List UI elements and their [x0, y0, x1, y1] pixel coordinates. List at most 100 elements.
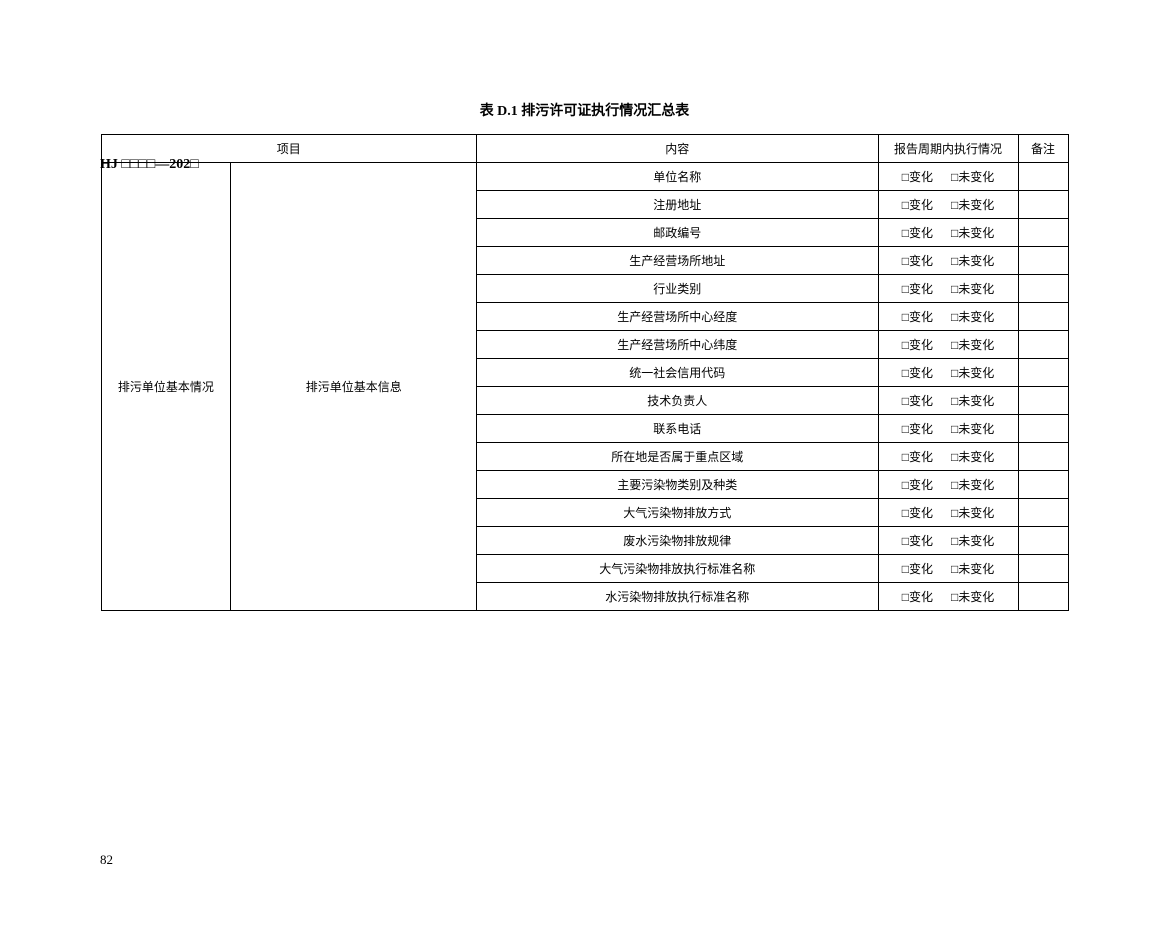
col-header-content: 内容 [477, 135, 879, 163]
status-changed-box[interactable]: □变化 [902, 198, 933, 212]
status-changed-box[interactable]: □变化 [902, 366, 933, 380]
status-options: □变化 □未变化 [902, 422, 995, 436]
col-header-status: 报告周期内执行情况 [878, 135, 1018, 163]
note-cell [1018, 387, 1068, 415]
note-cell [1018, 415, 1068, 443]
status-unchanged-box[interactable]: □未变化 [951, 450, 994, 464]
status-options: □变化 □未变化 [902, 366, 995, 380]
status-cell: □变化 □未变化 [878, 415, 1018, 443]
status-options: □变化 □未变化 [902, 534, 995, 548]
status-unchanged-box[interactable]: □未变化 [951, 590, 994, 604]
status-options: □变化 □未变化 [902, 198, 995, 212]
content-cell: 水污染物排放执行标准名称 [477, 583, 879, 611]
page-number: 82 [100, 852, 113, 868]
note-cell [1018, 219, 1068, 247]
status-options: □变化 □未变化 [902, 170, 995, 184]
status-cell: □变化 □未变化 [878, 191, 1018, 219]
note-cell [1018, 275, 1068, 303]
content-cell: 联系电话 [477, 415, 879, 443]
status-unchanged-box[interactable]: □未变化 [951, 562, 994, 576]
status-cell: □变化 □未变化 [878, 499, 1018, 527]
note-cell [1018, 471, 1068, 499]
note-cell [1018, 499, 1068, 527]
summary-table: 项目 内容 报告周期内执行情况 备注 排污单位基本情况排污单位基本信息单位名称 □… [101, 134, 1069, 611]
status-unchanged-box[interactable]: □未变化 [951, 478, 994, 492]
status-unchanged-box[interactable]: □未变化 [951, 282, 994, 296]
status-options: □变化 □未变化 [902, 254, 995, 268]
status-options: □变化 □未变化 [902, 338, 995, 352]
status-options: □变化 □未变化 [902, 506, 995, 520]
status-unchanged-box[interactable]: □未变化 [951, 198, 994, 212]
status-unchanged-box[interactable]: □未变化 [951, 226, 994, 240]
status-unchanged-box[interactable]: □未变化 [951, 394, 994, 408]
doc-header-code: HJ □□□□—202□ [100, 157, 199, 173]
status-changed-box[interactable]: □变化 [902, 422, 933, 436]
note-cell [1018, 163, 1068, 191]
table-row: 排污单位基本情况排污单位基本信息单位名称□变化□未变化 [101, 163, 1068, 191]
sub-group-cell: 排污单位基本信息 [231, 163, 477, 611]
status-unchanged-box[interactable]: □未变化 [951, 366, 994, 380]
status-cell: □变化 □未变化 [878, 219, 1018, 247]
status-options: □变化 □未变化 [902, 282, 995, 296]
status-unchanged-box[interactable]: □未变化 [951, 310, 994, 324]
status-cell: □变化 □未变化 [878, 331, 1018, 359]
status-options: □变化 □未变化 [902, 394, 995, 408]
status-changed-box[interactable]: □变化 [902, 450, 933, 464]
status-changed-box[interactable]: □变化 [902, 338, 933, 352]
status-unchanged-box[interactable]: □未变化 [951, 534, 994, 548]
content-cell: 技术负责人 [477, 387, 879, 415]
note-cell [1018, 527, 1068, 555]
status-unchanged-box[interactable]: □未变化 [951, 422, 994, 436]
content-cell: 大气污染物排放方式 [477, 499, 879, 527]
status-options: □变化 □未变化 [902, 310, 995, 324]
content-cell: 注册地址 [477, 191, 879, 219]
note-cell [1018, 331, 1068, 359]
status-changed-box[interactable]: □变化 [902, 254, 933, 268]
status-cell: □变化 □未变化 [878, 443, 1018, 471]
table-caption: 表 D.1 排污许可证执行情况汇总表 [0, 100, 1169, 120]
status-changed-box[interactable]: □变化 [902, 534, 933, 548]
content-cell: 主要污染物类别及种类 [477, 471, 879, 499]
note-cell [1018, 359, 1068, 387]
status-changed-box[interactable]: □变化 [902, 562, 933, 576]
status-options: □变化 □未变化 [902, 590, 995, 604]
status-unchanged-box[interactable]: □未变化 [951, 170, 994, 184]
status-changed-box[interactable]: □变化 [902, 282, 933, 296]
status-cell: □变化 □未变化 [878, 527, 1018, 555]
status-changed-box[interactable]: □变化 [902, 170, 933, 184]
status-options: □变化 □未变化 [902, 226, 995, 240]
note-cell [1018, 303, 1068, 331]
status-options: □变化 □未变化 [902, 562, 995, 576]
status-cell: □变化 □未变化 [878, 163, 1018, 191]
status-changed-box[interactable]: □变化 [902, 506, 933, 520]
col-header-note: 备注 [1018, 135, 1068, 163]
content-cell: 单位名称 [477, 163, 879, 191]
note-cell [1018, 583, 1068, 611]
status-options: □变化 □未变化 [902, 450, 995, 464]
content-cell: 生产经营场所中心纬度 [477, 331, 879, 359]
status-changed-box[interactable]: □变化 [902, 394, 933, 408]
status-cell: □变化 □未变化 [878, 275, 1018, 303]
status-unchanged-box[interactable]: □未变化 [951, 338, 994, 352]
note-cell [1018, 443, 1068, 471]
content-cell: 废水污染物排放规律 [477, 527, 879, 555]
status-unchanged-box[interactable]: □未变化 [951, 506, 994, 520]
note-cell [1018, 191, 1068, 219]
status-cell: □变化 □未变化 [878, 387, 1018, 415]
note-cell [1018, 555, 1068, 583]
content-cell: 大气污染物排放执行标准名称 [477, 555, 879, 583]
status-cell: □变化 □未变化 [878, 583, 1018, 611]
content-cell: 生产经营场所中心经度 [477, 303, 879, 331]
status-changed-box[interactable]: □变化 [902, 478, 933, 492]
status-cell: □变化 □未变化 [878, 359, 1018, 387]
status-changed-box[interactable]: □变化 [902, 310, 933, 324]
status-unchanged-box[interactable]: □未变化 [951, 254, 994, 268]
table-header-row: 项目 内容 报告周期内执行情况 备注 [101, 135, 1068, 163]
content-cell: 生产经营场所地址 [477, 247, 879, 275]
status-cell: □变化 □未变化 [878, 555, 1018, 583]
project-group-cell: 排污单位基本情况 [101, 163, 231, 611]
status-cell: □变化 □未变化 [878, 247, 1018, 275]
status-changed-box[interactable]: □变化 [902, 226, 933, 240]
note-cell [1018, 247, 1068, 275]
status-changed-box[interactable]: □变化 [902, 590, 933, 604]
